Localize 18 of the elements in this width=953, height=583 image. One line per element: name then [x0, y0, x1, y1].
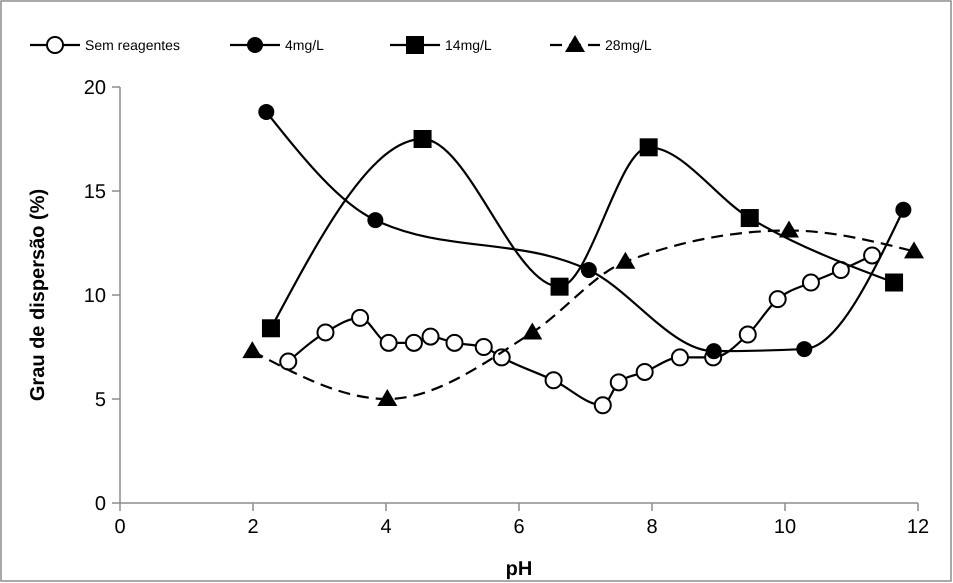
legend-label: 14mg/L: [445, 36, 492, 53]
y-tick-label: 5: [94, 389, 106, 411]
x-tick-label: 2: [247, 516, 259, 538]
legend-label: Sem reagentes: [85, 36, 180, 53]
x-tick-label: 4: [380, 516, 392, 538]
x-tick-label: 8: [646, 516, 658, 538]
x-tick-label: 6: [513, 516, 525, 538]
y-tick-label: 0: [94, 493, 106, 515]
y-tick-label: 10: [84, 285, 106, 307]
legend-label: 4mg/L: [285, 36, 324, 53]
x-tick-label: 10: [774, 516, 796, 538]
x-axis-title: pH: [506, 558, 532, 580]
y-tick-label: 15: [84, 181, 106, 203]
y-axis-title: Grau de dispersão (%): [27, 188, 49, 402]
legend-label: 28mg/L: [605, 36, 652, 53]
x-tick-label: 12: [906, 516, 930, 538]
y-tick-label: 20: [84, 77, 106, 99]
x-tick-label: 0: [114, 516, 126, 538]
